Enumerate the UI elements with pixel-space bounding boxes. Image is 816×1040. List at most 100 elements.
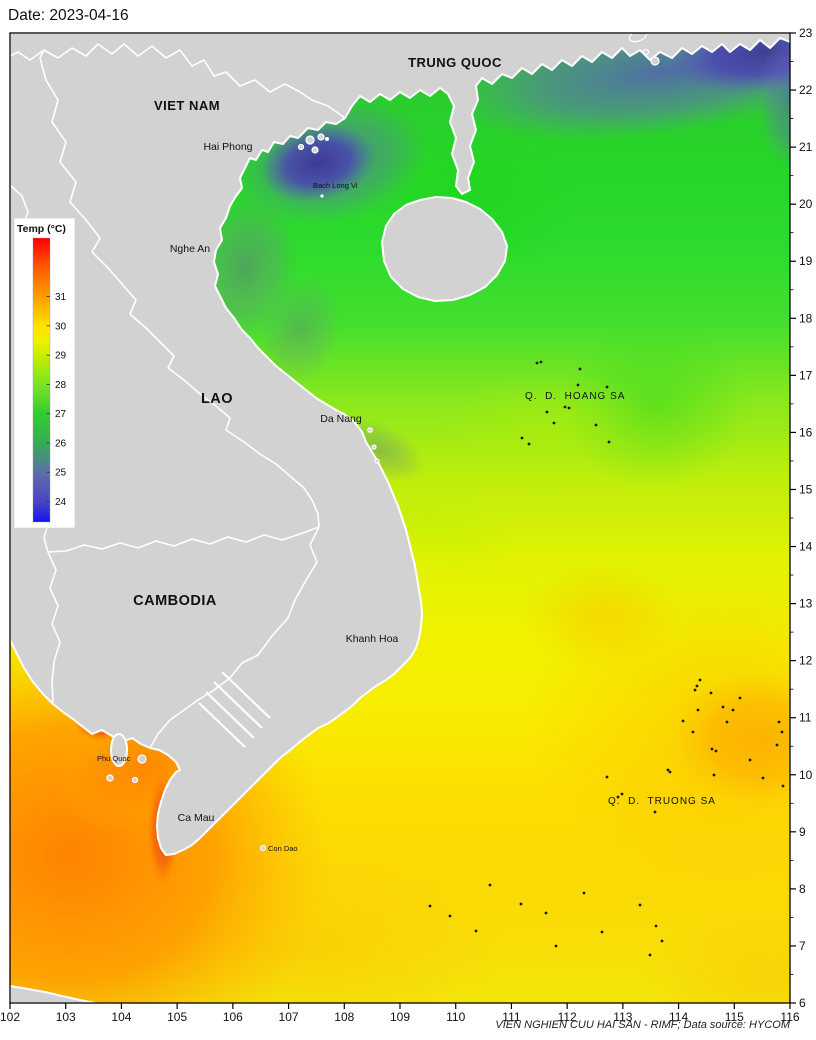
island-dot [594,423,598,427]
x-axis-longitude: 102 103 104 105 106 107 108 109 110 111 112 113 114 1… [0,1003,800,1024]
island-dot [691,730,695,734]
place-label-ca-mau: Ca Mau [178,812,215,824]
island-dot [638,903,642,907]
island-dot [552,421,556,425]
island-dot [488,883,492,887]
island-dot [607,440,611,444]
x-tick-label: 109 [390,1010,410,1024]
page-title: Date: 2023-04-16 [8,7,129,24]
island-dot [660,939,664,943]
island-dot [712,773,716,777]
archipelago-label-hoang-sa: Q. D. HOANG SA [525,391,625,402]
legend-tick-label: 26 [55,438,67,449]
bach-long-vi-islet [320,194,324,198]
y-tick-label: 17 [799,368,813,382]
border-china-vietnam [10,43,346,119]
y-tick-label: 20 [799,197,813,211]
legend-tick-label: 29 [55,351,67,362]
island-dot [781,784,785,788]
island-dot [474,929,478,933]
island-dot [738,696,742,700]
island-dot [748,758,752,762]
x-tick-label: 112 [558,1010,577,1024]
island-dot [563,405,567,409]
y-tick-label: 6 [799,996,806,1010]
legend-tick-label: 27 [55,409,67,420]
legend-colorbar [32,237,51,523]
island-dot [620,792,624,796]
island-dot [710,747,714,751]
x-tick-label: 102 [0,1010,20,1024]
legend-tick-label: 24 [55,497,67,508]
x-tick-label: 110 [446,1010,465,1024]
legend-tick-label: 30 [55,321,67,332]
island-dot [696,708,700,712]
islet-dot [325,137,329,141]
island-dot [681,719,685,723]
place-label-phu-quoc: Phu Quoc [97,754,131,763]
island-dot [520,436,524,440]
island-dot [775,743,779,747]
island-dot [653,810,657,814]
island-dot [600,930,604,934]
x-tick-label: 114 [669,1010,688,1024]
y-tick-label: 21 [799,140,813,154]
x-tick-label: 104 [111,1010,131,1024]
island-dot [648,953,652,957]
y-tick-label: 7 [799,939,806,953]
island-dot [714,749,718,753]
border-laos-cambodia [47,526,320,553]
island-dot [668,770,672,774]
place-label-da-nang: Da Nang [320,413,362,425]
legend-tick-label: 25 [55,468,67,479]
x-tick-label: 107 [279,1010,299,1024]
border-vietnam-cambodia [149,526,320,749]
x-tick-label: 103 [56,1010,76,1024]
island-scatter-points [428,360,785,957]
mekong-channels [198,671,271,748]
y-axis-latitude: 23 22 21 20 19 18 17 16 15 14 13 12 11 10 9 8 7 6 [790,26,813,1010]
island-dot [582,891,586,895]
place-label-hai-phong: Hai Phong [203,141,252,153]
legend-tick-label: 31 [55,292,67,303]
y-tick-label: 23 [799,26,813,40]
island-dot [605,385,609,389]
malay-peninsula-corner [10,985,96,1003]
archipelago-label-truong-sa: Q. D. TRUONG SA [608,796,716,807]
y-tick-label: 19 [799,254,813,268]
y-tick-label: 13 [799,597,813,611]
island-dot [725,720,729,724]
legend-tick-label: 28 [55,380,67,391]
y-tick-label: 14 [799,540,813,554]
island-dot [605,775,609,779]
island-dot [709,691,713,695]
x-tick-label: 116 [780,1010,799,1024]
island-dot [780,730,784,734]
data-source-credit: VIEN NGHIEN CUU HAI SAN - RIMF; Data sou… [495,1019,790,1031]
y-tick-label: 22 [799,83,813,97]
map-labels: TRUNG QUOC VIET NAM LAO CAMBODIA Hai Pho… [97,55,716,853]
island-dot [544,911,548,915]
island-dot [731,708,735,712]
island-dot [761,776,765,780]
island-dot [693,688,697,692]
island-dot [578,367,582,371]
island-dot [666,768,670,772]
country-label-trung-quoc: TRUNG QUOC [408,55,502,70]
place-label-bach-long-vi: Bach Long Vi [313,181,358,190]
x-tick-label: 111 [502,1010,521,1024]
island-dot [721,705,725,709]
country-label-viet-nam: VIET NAM [154,98,220,113]
island-dot [567,406,571,410]
x-tick-label: 113 [613,1010,632,1024]
island-dot [519,902,523,906]
island-dot [428,904,432,908]
legend-tick-labels: 31 30 29 28 27 26 25 24 [46,292,67,508]
island-dot [554,944,558,948]
landmass-group [10,33,790,1003]
island-dot [545,410,549,414]
hainan-island [381,196,508,302]
country-label-lao: LAO [201,391,233,407]
y-tick-label: 15 [799,482,813,496]
